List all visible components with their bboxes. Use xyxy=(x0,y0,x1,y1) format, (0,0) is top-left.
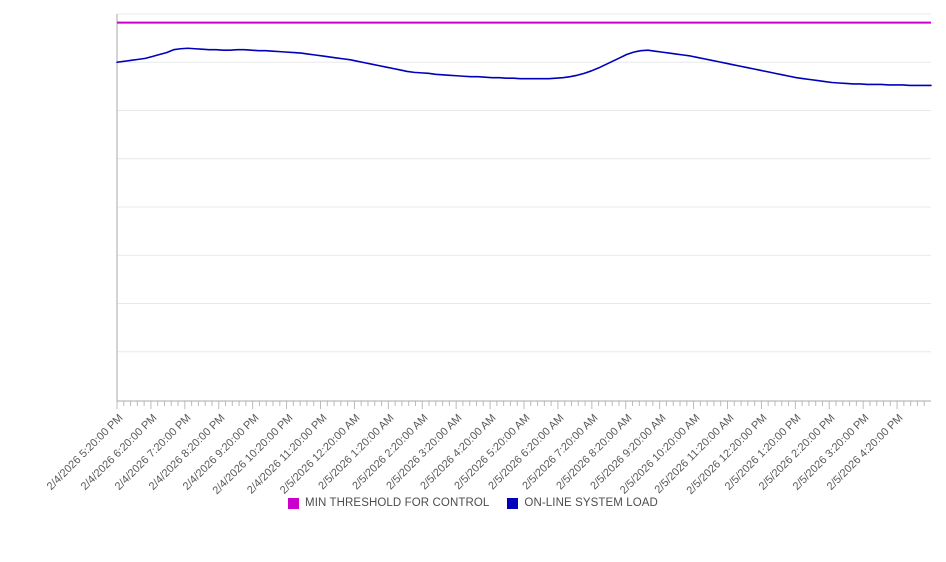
gridlines xyxy=(117,13,931,353)
legend-label-min-threshold: MIN THRESHOLD FOR CONTROL xyxy=(305,497,490,509)
legend-item-system-load[interactable]: ON-LINE SYSTEM LOAD xyxy=(507,497,658,509)
legend-label-system-load: ON-LINE SYSTEM LOAD xyxy=(524,497,658,509)
x-axis-ticks xyxy=(116,401,925,409)
chart-plot-area xyxy=(116,13,932,409)
legend-swatch-system-load xyxy=(507,497,519,509)
legend-item-min-threshold[interactable]: MIN THRESHOLD FOR CONTROL xyxy=(288,497,489,509)
system-load-series-line xyxy=(116,47,932,87)
time-series-chart: 2/4/2026 5:20:00 PM 2/4/2026 6:20:00 PM 2/… xyxy=(0,13,946,509)
chart-legend: MIN THRESHOLD FOR CONTROL ON-LINE SYSTEM… xyxy=(0,497,946,509)
legend-swatch-min-threshold xyxy=(288,497,300,509)
